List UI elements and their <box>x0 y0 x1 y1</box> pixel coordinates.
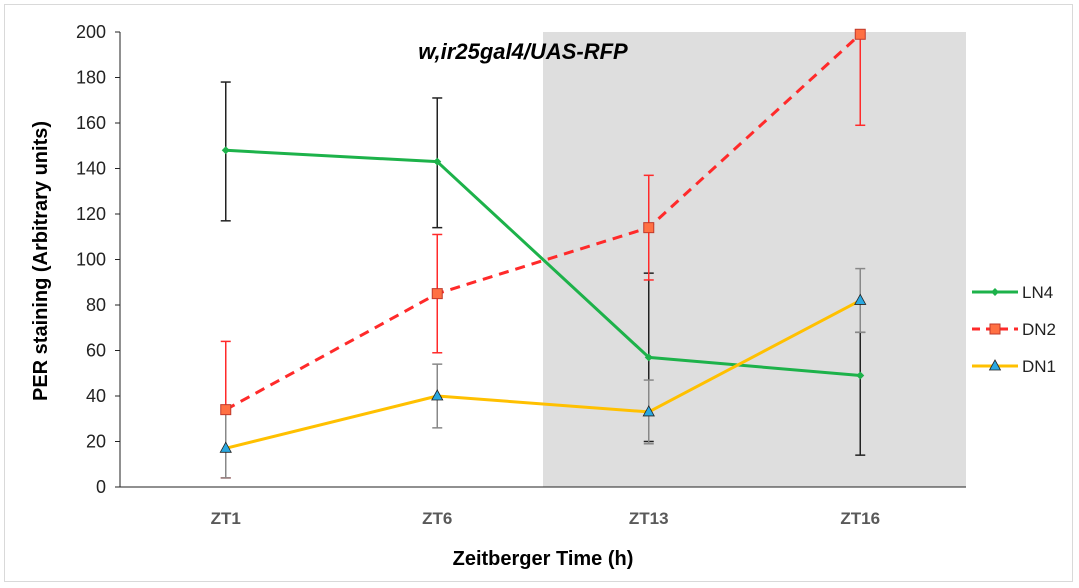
dn1-data-point <box>431 389 444 401</box>
dn2-data-point <box>220 404 232 416</box>
legend-marker-ln4 <box>991 288 999 296</box>
dn2-data-point <box>643 222 655 234</box>
y-tick-label: 140 <box>76 159 106 179</box>
y-tick-label: 80 <box>86 295 106 315</box>
legend-label-dn2: DN2 <box>1022 320 1056 339</box>
legend-label-ln4: LN4 <box>1022 283 1053 302</box>
dn1-series-line <box>225 299 861 450</box>
ln4-data-point <box>644 353 653 362</box>
line-chart: 0 20 40 60 80 100 120 140 160 180 200 ZT1 ZT6 ZT13 ZT1… <box>30 22 1056 570</box>
x-tick-label: ZT6 <box>422 509 452 528</box>
y-tick-label: 200 <box>76 22 106 42</box>
y-tick-label: 120 <box>76 204 106 224</box>
y-tick-label: 20 <box>86 432 106 452</box>
y-tick-label: 0 <box>96 477 106 497</box>
y-tick-label: 160 <box>76 113 106 133</box>
y-tick-label: 40 <box>86 386 106 406</box>
y-tick-label: 180 <box>76 68 106 88</box>
x-tick-label: ZT1 <box>211 509 241 528</box>
legend: LN4 DN2 DN1 <box>972 283 1056 376</box>
dn1-data-point <box>854 293 867 305</box>
ln4-data-point <box>221 146 230 155</box>
legend-label-dn1: DN1 <box>1022 357 1056 376</box>
dn1-data-point <box>219 441 232 453</box>
y-tick-label: 60 <box>86 341 106 361</box>
ln4-data-point <box>856 371 865 380</box>
dn1-data-point <box>642 405 655 417</box>
x-tick-label: ZT13 <box>629 509 669 528</box>
x-tick-label: ZT16 <box>840 509 880 528</box>
dn2-data-point <box>854 28 866 40</box>
chart-frame: 0 20 40 60 80 100 120 140 160 180 200 ZT1 ZT6 ZT13 ZT1… <box>4 4 1073 582</box>
ln4-data-point <box>433 157 442 166</box>
y-axis-title: PER staining (Arbitrary units) <box>30 121 52 401</box>
x-axis-title: Zeitberger Time (h) <box>453 548 634 570</box>
legend-marker-dn1 <box>988 359 1002 371</box>
dark-phase-shading <box>543 32 966 487</box>
y-tick-label: 100 <box>76 250 106 270</box>
dn2-data-point <box>431 288 443 300</box>
dn2-series-line <box>225 33 862 411</box>
ln4-series-line <box>225 148 861 378</box>
chart-title: w,ir25gal4/UAS-RFP <box>418 39 628 64</box>
legend-marker-dn2 <box>989 323 1001 335</box>
